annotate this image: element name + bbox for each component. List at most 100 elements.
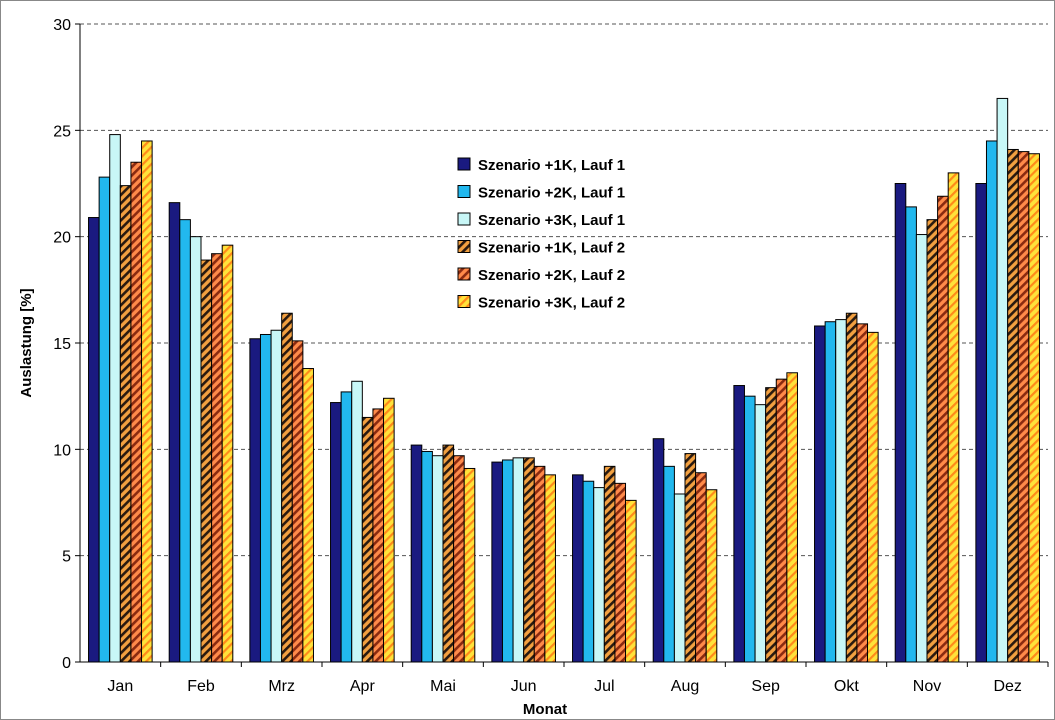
- bar-sep-series-2: [743, 395, 756, 663]
- legend-swatch-3: [457, 212, 471, 226]
- bar-jun-series-2: [501, 459, 514, 663]
- legend: Szenario +1K, Lauf 1 Szenario +2K, Lauf 1…: [457, 157, 625, 312]
- bar-dez-series-3: [996, 97, 1009, 663]
- bar-jun-series-6: [544, 474, 556, 663]
- bar-jan-series-2: [98, 176, 111, 663]
- y-tick-label: 5: [62, 549, 71, 566]
- legend-swatch-4: [457, 240, 471, 253]
- y-tick-label: 15: [53, 336, 71, 353]
- legend-label-1: Szenario +1K, Lauf 1: [478, 157, 625, 174]
- y-tick-label: 25: [53, 123, 71, 140]
- bar-nov-series-6: [947, 172, 960, 663]
- bar-apr-series-2: [340, 391, 353, 663]
- x-tick-label-feb: Feb: [187, 678, 215, 695]
- bar-dez-series-1: [975, 183, 987, 663]
- bar-sep-series-1: [733, 385, 745, 663]
- bar-mai-series-3: [431, 455, 444, 663]
- bar-nov-series-1: [894, 183, 907, 663]
- bar-nov-series-3: [915, 234, 928, 663]
- bar-mrz-series-6: [302, 368, 314, 663]
- bar-dez-series-5: [1017, 151, 1030, 663]
- bar-aug-series-2: [663, 465, 675, 663]
- bar-jul-series-1: [572, 474, 584, 663]
- bar-jul-series-4: [603, 465, 616, 663]
- bar-nov-series-2: [905, 206, 917, 663]
- y-tick-label: 30: [53, 17, 71, 34]
- bar-jun-series-1: [491, 461, 503, 663]
- bar-apr-series-4: [361, 416, 374, 663]
- bar-feb-series-6: [221, 244, 234, 663]
- x-tick-label-dez: Dez: [993, 678, 1021, 695]
- bar-mrz-series-4: [281, 312, 293, 663]
- bar-jul-series-6: [625, 499, 637, 663]
- bar-feb-series-4: [200, 259, 213, 663]
- x-tick-label-apr: Apr: [350, 678, 376, 695]
- bar-jun-series-5: [533, 465, 546, 663]
- bar-nov-series-4: [926, 219, 939, 663]
- bar-dez-series-6: [1028, 153, 1040, 663]
- bar-jan-series-1: [88, 217, 100, 663]
- legend-label-2: Szenario +2K, Lauf 1: [478, 185, 625, 202]
- bar-okt-series-4: [845, 312, 858, 663]
- bar-mai-series-4: [442, 444, 455, 663]
- bar-sep-series-6: [786, 372, 798, 663]
- bar-jan-series-3: [109, 134, 121, 663]
- x-tick-label-mrz: Mrz: [268, 678, 295, 695]
- bar-jan-series-4: [119, 185, 132, 663]
- bar-feb-series-3: [189, 236, 202, 663]
- y-tick-label: 10: [53, 442, 71, 459]
- bar-apr-series-5: [372, 408, 385, 663]
- bar-jul-series-3: [593, 487, 605, 663]
- bar-aug-series-3: [673, 493, 686, 663]
- y-tick-label: 20: [53, 230, 71, 247]
- bar-jun-series-3: [512, 457, 525, 663]
- bar-dez-series-2: [985, 140, 998, 663]
- bar-aug-series-4: [684, 453, 697, 663]
- bar-nov-series-5: [937, 195, 949, 663]
- bar-okt-series-2: [824, 321, 837, 663]
- bar-okt-series-5: [856, 323, 869, 663]
- legend-label-4: Szenario +1K, Lauf 2: [478, 240, 625, 257]
- bar-apr-series-6: [383, 397, 395, 663]
- bar-mai-series-6: [463, 467, 476, 663]
- bar-mrz-series-3: [270, 329, 283, 663]
- bar-mrz-series-2: [259, 333, 272, 663]
- bar-jan-series-6: [141, 140, 153, 663]
- legend-swatch-2: [457, 185, 471, 198]
- bar-mai-series-2: [421, 450, 433, 663]
- bars: [88, 97, 1040, 663]
- bar-mrz-series-5: [291, 340, 304, 663]
- x-tick-label-nov: Nov: [913, 678, 941, 695]
- bar-feb-series-2: [179, 219, 191, 663]
- bar-aug-series-6: [705, 489, 718, 663]
- x-axis-title: Monat: [523, 701, 567, 718]
- legend-label-5: Szenario +2K, Lauf 2: [478, 267, 625, 284]
- y-axis-title: Auslastung [%]: [18, 288, 35, 397]
- x-tick-label-jul: Jul: [594, 678, 614, 695]
- bar-okt-series-6: [867, 331, 879, 663]
- bar-sep-series-5: [775, 378, 788, 663]
- bar-apr-series-1: [330, 402, 342, 663]
- y-tick-label: 0: [62, 655, 71, 672]
- bar-mai-series-1: [410, 444, 423, 663]
- bar-mai-series-5: [453, 455, 465, 663]
- bar-aug-series-5: [695, 472, 707, 663]
- tick-labels: 0 5 10 15 20 25 30 Jan Feb Mrz Apr Mai Jun Jul Aug Sep O…: [53, 17, 1022, 695]
- legend-label-6: Szenario +3K, Lauf 2: [478, 295, 625, 312]
- bar-jul-series-5: [614, 482, 627, 663]
- bar-jul-series-2: [582, 480, 595, 663]
- bar-sep-series-3: [754, 404, 767, 663]
- x-tick-label-jun: Jun: [511, 678, 537, 695]
- legend-swatch-1: [457, 157, 471, 171]
- gridlines: [80, 23, 1048, 557]
- bar-sep-series-4: [765, 387, 777, 663]
- legend-swatch-6: [457, 295, 471, 308]
- legend-label-3: Szenario +3K, Lauf 1: [478, 212, 625, 229]
- bar-dez-series-4: [1007, 148, 1019, 663]
- x-tick-label-aug: Aug: [671, 678, 699, 695]
- bar-okt-series-1: [814, 325, 826, 663]
- x-tick-label-okt: Okt: [834, 678, 859, 695]
- bar-jan-series-5: [130, 161, 143, 663]
- bar-feb-series-5: [211, 253, 223, 663]
- bar-feb-series-1: [168, 202, 181, 663]
